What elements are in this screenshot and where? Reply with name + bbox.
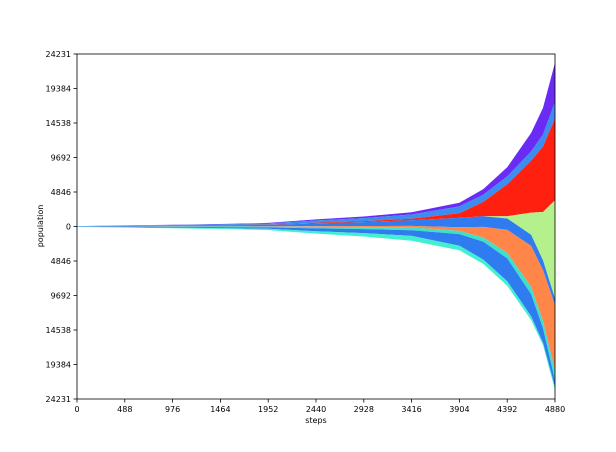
stream-series-4 (77, 216, 555, 306)
x-tick-label: 1464 (210, 405, 230, 414)
y-axis: 24231 19384 14538 9692 4846 0 4846 9692 14538 193… (46, 50, 77, 404)
y-tick-label: 9692 (51, 154, 71, 163)
x-tick-label: 0 (74, 405, 79, 414)
y-tick-label: 9692 (51, 291, 71, 300)
x-axis: 0 488 976 1464 1952 2440 2928 3416 3904 4392 4880 (74, 399, 565, 414)
x-tick-label: 3904 (449, 405, 469, 414)
y-tick-label: 24231 (46, 50, 71, 59)
y-tick-label: 14538 (46, 119, 71, 128)
stream-series-2 (77, 118, 555, 227)
x-tick-label: 488 (117, 405, 132, 414)
x-tick-label: 3416 (401, 405, 421, 414)
x-axis-label: steps (305, 416, 326, 425)
x-tick-label: 2440 (306, 405, 326, 414)
y-tick-label: 14538 (46, 326, 71, 335)
x-tick-label: 1952 (258, 405, 278, 414)
x-tick-label: 4392 (497, 405, 517, 414)
x-tick-label: 976 (165, 405, 180, 414)
stream-series-5 (77, 225, 555, 371)
y-tick-label: 24231 (46, 395, 71, 404)
y-tick-label: 19384 (46, 85, 71, 94)
y-axis-label: population (36, 205, 45, 248)
stream-areas (77, 62, 555, 391)
x-tick-label: 4880 (545, 405, 565, 414)
y-tick-label: 4846 (51, 188, 71, 197)
x-tick-label: 2928 (354, 405, 374, 414)
y-tick-label: 0 (66, 223, 71, 232)
stream-series-7 (77, 226, 555, 387)
y-tick-label: 19384 (46, 360, 71, 369)
y-tick-label: 4846 (51, 257, 71, 266)
